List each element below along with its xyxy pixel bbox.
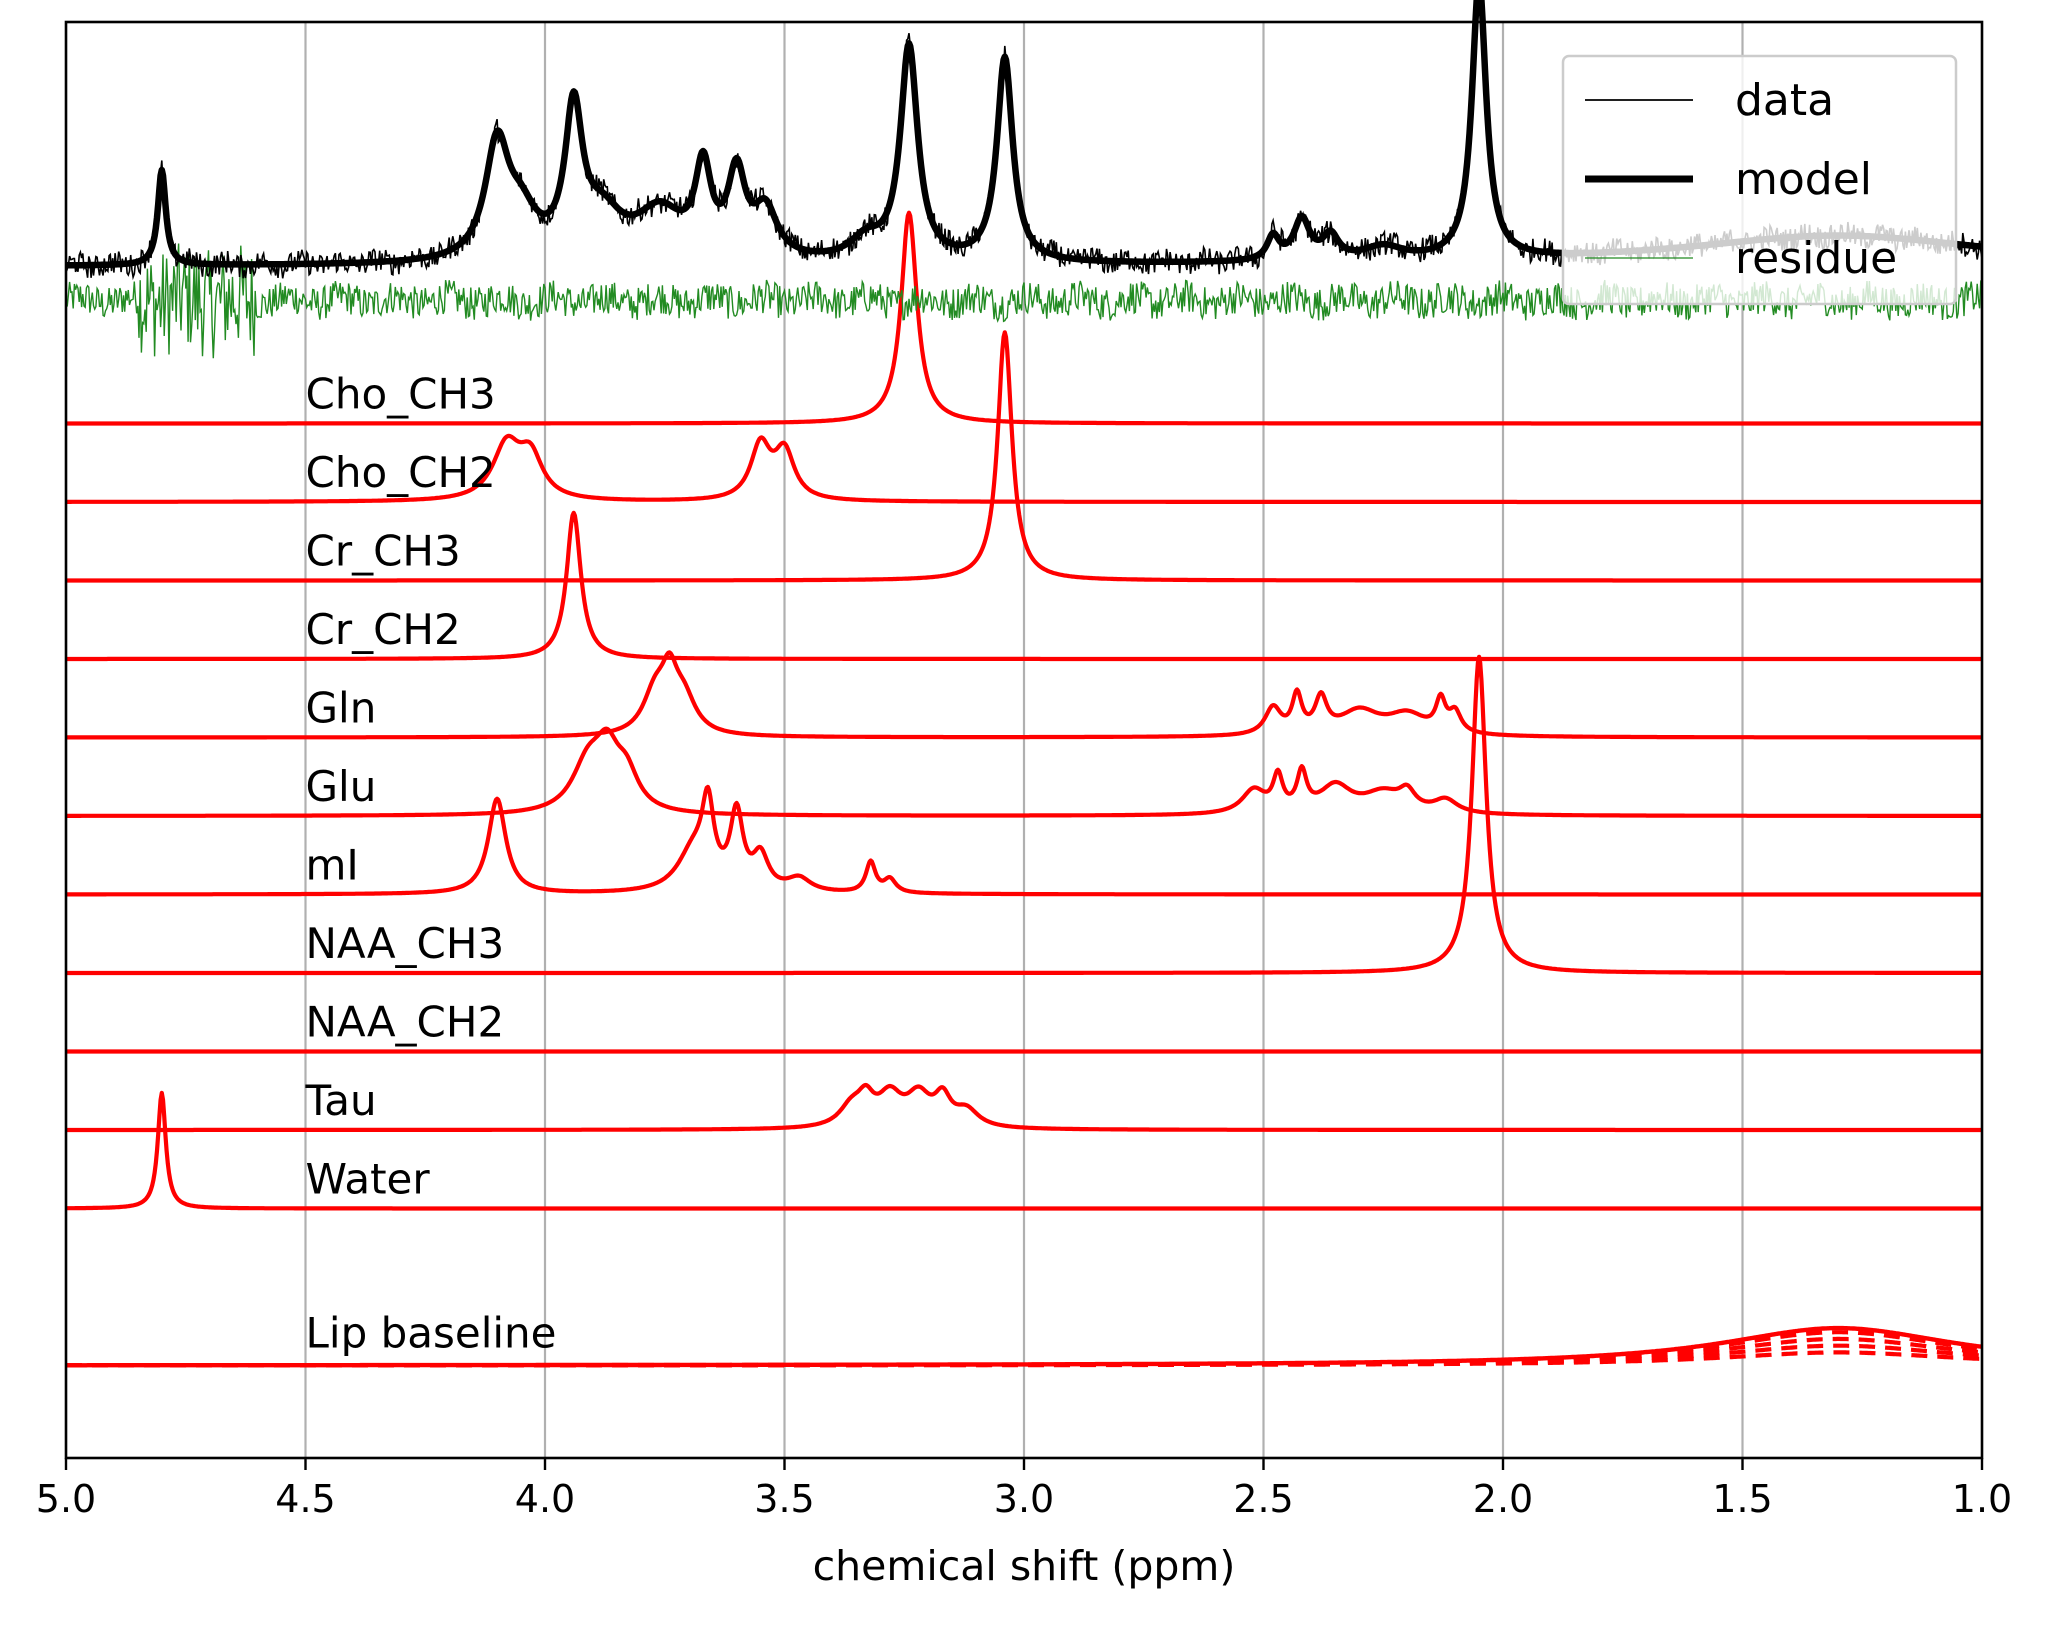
component-label-naa-ch2: NAA_CH2 bbox=[306, 998, 505, 1047]
legend-label-residue: residue bbox=[1735, 233, 1897, 284]
x-axis-label: chemical shift (ppm) bbox=[813, 1542, 1236, 1590]
component-label-glu: Glu bbox=[306, 762, 377, 811]
component-label-water: Water bbox=[306, 1155, 431, 1204]
legend: data model residue bbox=[1561, 54, 1958, 306]
series-line-cho-ch3 bbox=[65, 210, 1983, 426]
series-line-naa-ch3 bbox=[65, 654, 1983, 976]
x-tick-label: 2.5 bbox=[1233, 1477, 1293, 1521]
series-line-cr-ch2 bbox=[65, 510, 1983, 662]
series-line-cr-ch3 bbox=[65, 330, 1983, 583]
component-label-tau: Tau bbox=[305, 1076, 377, 1125]
x-tick-label: 1.5 bbox=[1712, 1477, 1772, 1521]
grid-lines bbox=[304, 22, 1744, 1458]
series-line-lip-baseline bbox=[66, 1325, 1983, 1368]
x-tick-label: 1.0 bbox=[1952, 1477, 2012, 1521]
x-tick-label: 4.5 bbox=[275, 1477, 335, 1521]
component-label-gln: Gln bbox=[306, 684, 377, 733]
series-line-residue bbox=[65, 243, 1983, 359]
component-label-lip-baseline: Lip baseline bbox=[306, 1309, 557, 1358]
series-line-tau bbox=[65, 1082, 1983, 1133]
series-line-mi bbox=[65, 784, 1983, 897]
legend-label-model: model bbox=[1735, 154, 1872, 205]
series-line-glu bbox=[65, 726, 1983, 818]
component-labels: Cho_CH3 Cho_CH2 Cr_CH3 Cr_CH2 Gln Glu mI NAA_CH… bbox=[305, 370, 557, 1358]
x-tick-label: 5.0 bbox=[36, 1477, 96, 1521]
component-label-cr-ch2: Cr_CH2 bbox=[306, 605, 461, 654]
x-tick-label: 3.0 bbox=[994, 1477, 1054, 1521]
series-line-water bbox=[65, 1090, 1983, 1211]
series-line-cho-ch2 bbox=[65, 433, 1983, 505]
legend-box bbox=[1561, 54, 1958, 306]
x-tick-label: 2.0 bbox=[1473, 1477, 1533, 1521]
component-label-naa-ch3: NAA_CH3 bbox=[306, 919, 505, 968]
x-tick-label: 4.0 bbox=[515, 1477, 575, 1521]
component-label-cho-ch3: Cho_CH3 bbox=[306, 370, 496, 419]
series-line-gln bbox=[65, 650, 1983, 740]
legend-label-data: data bbox=[1735, 75, 1834, 126]
component-label-cho-ch2: Cho_CH2 bbox=[306, 448, 496, 497]
component-label-cr-ch3: Cr_CH3 bbox=[306, 527, 461, 576]
component-label-mi: mI bbox=[306, 841, 359, 890]
x-axis-ticks: 5.0 4.5 4.0 3.5 3.0 2.5 2.0 1.5 1.0 bbox=[36, 1458, 2012, 1521]
x-tick-label: 3.5 bbox=[754, 1477, 814, 1521]
